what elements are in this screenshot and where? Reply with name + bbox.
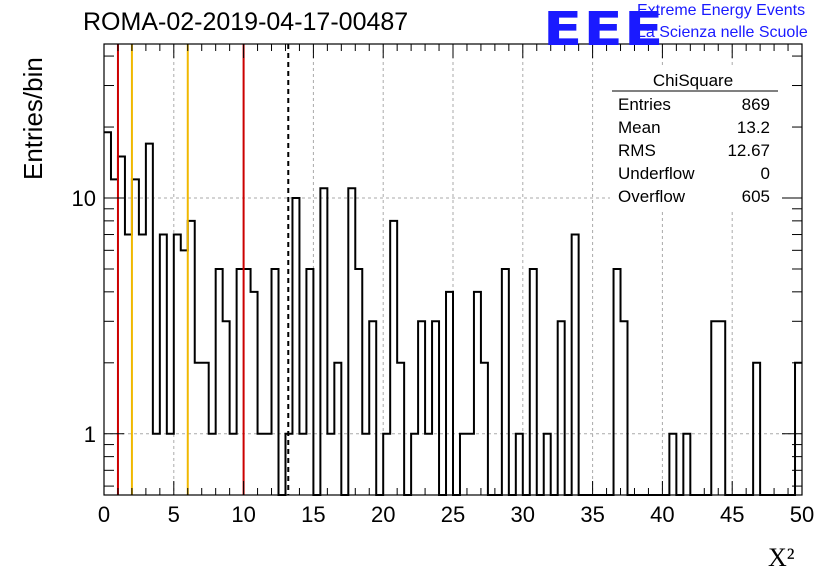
stats-row-value: 13.2	[737, 118, 770, 137]
histogram-bin	[425, 434, 432, 495]
histogram-bin	[544, 434, 551, 495]
x-tick-label: 35	[580, 502, 604, 527]
histogram-bin	[383, 434, 390, 495]
x-tick-label: 50	[790, 502, 814, 527]
x-tick-label: 40	[650, 502, 674, 527]
histogram-bin	[146, 144, 153, 495]
y-axis-label: Entries/bin	[18, 57, 48, 180]
x-tick-label: 0	[98, 502, 110, 527]
histogram-bin	[558, 321, 565, 495]
histogram-bin	[104, 132, 111, 495]
histogram-bin	[355, 269, 362, 495]
histogram-bin	[125, 235, 132, 495]
histogram-bin	[181, 250, 188, 495]
histogram-bin	[418, 321, 425, 495]
histogram-bin	[369, 321, 376, 495]
histogram-bin	[265, 434, 272, 495]
y-tick-label: 1	[84, 422, 96, 447]
histogram-bin	[258, 434, 265, 495]
x-tick-label: 25	[441, 502, 465, 527]
histogram-bin	[251, 292, 258, 495]
histogram-bin	[230, 434, 237, 495]
histogram-bin	[362, 434, 369, 495]
histogram-bin	[223, 321, 230, 495]
x-tick-label: 45	[720, 502, 744, 527]
histogram-bin	[467, 434, 474, 495]
eee-logo: EEE	[543, 2, 665, 56]
histogram-bin	[753, 363, 760, 495]
stats-row-value: 0	[761, 164, 770, 183]
histogram-bin	[516, 434, 523, 495]
histogram-bin	[118, 156, 125, 495]
histogram-bin	[432, 321, 439, 495]
org-name: Extreme Energy Events	[637, 2, 806, 19]
histogram-bin	[460, 434, 467, 495]
histogram-bin	[718, 321, 725, 495]
histogram-bin	[272, 269, 279, 495]
x-axis-label: X²	[768, 543, 795, 572]
stats-row-value: 12.67	[727, 141, 770, 160]
histogram-bin	[132, 179, 139, 495]
stats-row-label: Entries	[618, 95, 671, 114]
histogram-bin	[160, 235, 167, 495]
reference-lines	[116, 44, 290, 495]
histogram-bin	[292, 198, 299, 495]
x-tick-label: 20	[371, 502, 395, 527]
stats-row-value: 605	[742, 187, 770, 206]
x-tick-label: 30	[511, 502, 535, 527]
histogram-bin	[209, 434, 216, 495]
x-tick-label: 10	[231, 502, 255, 527]
histogram-bin	[411, 434, 418, 495]
org-subtitle: La Scienza nelle Scuole	[637, 24, 808, 41]
axes: 0 5 10 15 20 25 30 35 40 45 50 1 10	[72, 44, 814, 527]
histogram-bin	[153, 434, 160, 495]
histogram-bin	[530, 269, 537, 495]
histogram-bin	[614, 269, 621, 495]
histogram-bin	[327, 434, 334, 495]
stats-row-label: RMS	[618, 141, 656, 160]
histogram-bin	[669, 434, 676, 495]
histogram-bin	[481, 363, 488, 495]
histogram-bin	[320, 188, 327, 495]
stats-row-label: Overflow	[618, 187, 686, 206]
histogram-bin	[348, 188, 355, 495]
histogram-bin	[334, 363, 341, 495]
stats-title: ChiSquare	[653, 71, 733, 90]
stats-row-label: Underflow	[618, 164, 695, 183]
histogram-bin	[244, 269, 251, 495]
histogram-bin	[502, 269, 509, 495]
histogram-bin	[446, 292, 453, 495]
histogram-bin	[397, 363, 404, 495]
stats-row-value: 869	[742, 95, 770, 114]
histogram-bin	[390, 221, 397, 495]
x-tick-label: 5	[168, 502, 180, 527]
stats-box: ChiSquare Entries 869 Mean 13.2 RMS 12.67 Under…	[610, 68, 780, 210]
run-title: ROMA-02-2019-04-17-00487	[83, 8, 409, 36]
histogram-bin	[216, 269, 223, 495]
histogram-bin	[237, 269, 244, 495]
stats-row-label: Mean	[618, 118, 661, 137]
histogram-bin	[188, 221, 195, 495]
histogram-bin	[711, 321, 718, 495]
histogram-bin	[572, 235, 579, 495]
y-tick-label: 10	[72, 186, 96, 211]
histogram-bin	[174, 235, 181, 495]
x-tick-label: 15	[301, 502, 325, 527]
histogram-bin	[167, 434, 174, 495]
histogram-bin	[474, 292, 481, 495]
histogram-bin	[795, 363, 802, 495]
histogram-bin	[683, 434, 690, 495]
histogram-bin	[621, 321, 628, 495]
histogram-bin	[299, 434, 306, 495]
histogram-bin	[195, 363, 202, 495]
histogram-bin	[202, 363, 209, 495]
histogram-bin	[306, 269, 313, 495]
histogram-bin	[139, 235, 146, 495]
histogram-bin	[111, 179, 118, 495]
stats-box-bg	[610, 68, 780, 210]
